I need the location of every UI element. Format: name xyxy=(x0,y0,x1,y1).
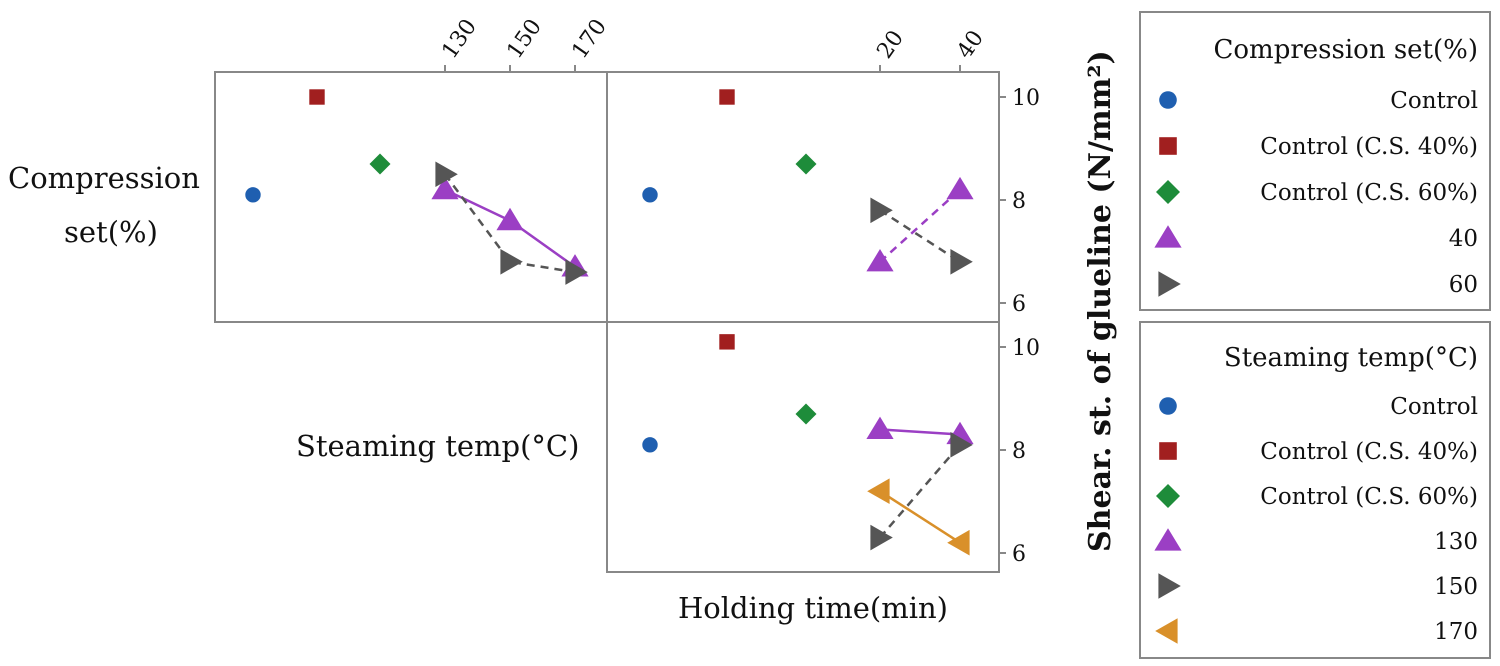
panel-bottom-right-frame xyxy=(606,321,1000,573)
panel-3-series-130-line xyxy=(879,428,961,436)
legend-steaming-marker-6 xyxy=(1155,618,1178,644)
panel-2-series-40-point-1 xyxy=(866,249,894,272)
panel-1-control-point-2 xyxy=(309,89,325,105)
legend-steaming-marker-5 xyxy=(1158,573,1181,599)
legend-steaming-marker-3 xyxy=(1156,484,1180,508)
panel-3-series-150-line xyxy=(879,444,961,539)
legend-steaming-label-5: 150 xyxy=(1434,574,1478,600)
tick-layer: 130 150 170 20 40 6 8 10 6 8 10 xyxy=(437,15,1040,567)
panel-top-right-frame xyxy=(606,71,1000,323)
panel-3-series-150-point-1 xyxy=(870,524,893,551)
legend-compression-label-2: Control (C.S. 40%) xyxy=(1260,134,1478,160)
legend-steaming-label-4: 130 xyxy=(1434,529,1478,555)
panel-2-control-point-1 xyxy=(642,187,658,203)
legend-steaming-label-3: Control (C.S. 60%) xyxy=(1260,484,1478,510)
panel-2-control-point-2 xyxy=(719,89,735,105)
legend-steaming-frame xyxy=(1139,321,1491,659)
y-axis-label: Shear. st. of glueline (N/mm²) xyxy=(1083,50,1118,552)
legend-compression-marker-4 xyxy=(1154,225,1182,248)
legend-compression-label-5: 60 xyxy=(1449,272,1478,298)
panel-2-series-40-point-2 xyxy=(946,176,974,200)
legend-steaming-marker-4 xyxy=(1154,528,1182,551)
legend-compression-marker-5 xyxy=(1158,271,1181,297)
legend-steaming-label-6: 170 xyxy=(1434,619,1478,645)
panel-3-series-130-point-1 xyxy=(866,416,894,439)
panel-top-left-frame xyxy=(214,71,608,323)
y-tick-label-row2-1: 6 xyxy=(1012,542,1026,567)
panel-3-control-point-2 xyxy=(719,334,735,350)
legend-compression-label-1: Control xyxy=(1390,88,1478,114)
legend-compression-marker-2 xyxy=(1159,137,1177,155)
legend-compression-frame xyxy=(1139,11,1491,311)
panel-2-series-60-point-2 xyxy=(950,249,973,275)
legend-steaming-title: Steaming temp(°C) xyxy=(1224,343,1478,373)
y-tick-label-row2-3: 10 xyxy=(1012,336,1040,361)
x-tick-label-1-3: 170 xyxy=(567,15,612,64)
x-tick-label-1-2: 150 xyxy=(502,15,547,64)
panel-3-series-150-point-2 xyxy=(950,432,973,458)
legend-steaming-label-1: Control xyxy=(1390,394,1478,420)
legend-compression-marker-1 xyxy=(1159,91,1177,109)
panel-1-control-point-3 xyxy=(369,153,391,175)
x-axis-label: Holding time(min) xyxy=(678,591,948,625)
x-tick-label-2-2: 40 xyxy=(952,26,989,63)
legend-compression-label-4: 40 xyxy=(1449,226,1478,252)
x-tick-label-2-1: 20 xyxy=(872,26,909,63)
y-tick-label-row1-2: 8 xyxy=(1012,189,1026,214)
y-tick-label-row2-2: 8 xyxy=(1012,439,1026,464)
marker-layer xyxy=(245,89,974,556)
legend-entries: Control Control (C.S. 40%) Control (C.S. 6… xyxy=(1154,88,1478,645)
row-label-compression-line1: Compression xyxy=(8,161,200,195)
panel-1-series-60-point-3 xyxy=(565,259,588,285)
panel-2-control-point-3 xyxy=(795,153,817,175)
panel-1-series-40-point-2 xyxy=(496,207,524,231)
panel-3-series-170-point-2 xyxy=(947,529,970,556)
panel-2-series-60-point-1 xyxy=(870,197,893,224)
legend-compression-title: Compression set(%) xyxy=(1214,35,1479,65)
panel-1-control-point-1 xyxy=(245,187,261,203)
panel-3-control-point-3 xyxy=(795,403,817,425)
panel-2-series-60-line xyxy=(879,209,961,263)
panel-1-series-40-point-1 xyxy=(431,176,459,200)
panel-3-control-point-1 xyxy=(642,437,658,453)
panel-3-series-170-point-1 xyxy=(867,478,890,504)
panel-1-series-60-point-2 xyxy=(500,249,523,275)
legend-compression-label-3: Control (C.S. 60%) xyxy=(1260,180,1478,206)
line-layer xyxy=(443,173,961,544)
panel-3-series-170-line xyxy=(879,490,961,544)
y-tick-label-row1-1: 6 xyxy=(1012,292,1026,317)
legend-compression-marker-3 xyxy=(1156,180,1180,204)
legend-steaming-label-2: Control (C.S. 40%) xyxy=(1260,439,1478,465)
row-label-steaming-temp: Steaming temp(°C) xyxy=(296,429,579,463)
legend-steaming-marker-1 xyxy=(1159,397,1177,415)
panel-2-series-40-line xyxy=(879,188,961,263)
y-tick-label-row1-3: 10 xyxy=(1012,86,1040,111)
x-tick-label-1-1: 130 xyxy=(437,15,482,64)
legend-steaming-marker-2 xyxy=(1159,442,1177,460)
row-label-compression-line2: set(%) xyxy=(64,215,158,249)
panel-1-series-60-point-1 xyxy=(435,161,458,188)
